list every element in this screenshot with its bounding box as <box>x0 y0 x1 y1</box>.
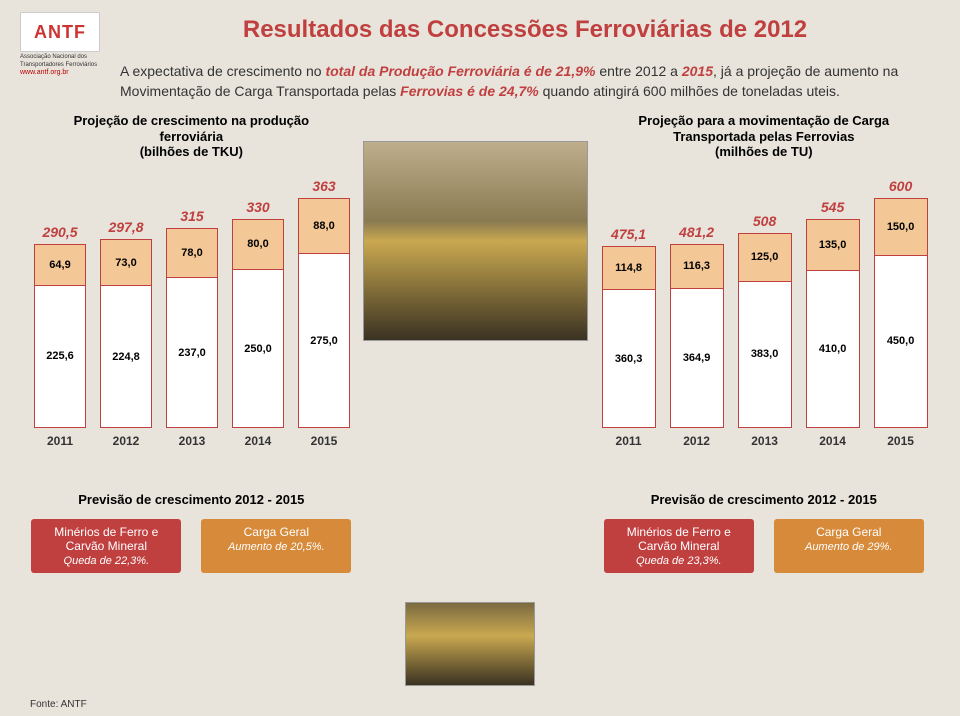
bars-area-left: 64,9225,6 290,5 2011 73,0224,8 297,8 2012 78,0… <box>30 166 353 456</box>
bar-segment-bottom: 383,0 <box>739 282 791 427</box>
intro-text: entre 2012 a <box>595 63 681 79</box>
bar-year-label: 2013 <box>166 434 218 448</box>
bar: 64,9225,6 <box>34 244 86 428</box>
legend-carga: Carga Geral Aumento de 20,5%. <box>201 519 351 573</box>
bar-year-label: 2014 <box>232 434 284 448</box>
bar-segment-bottom: 360,3 <box>603 290 655 427</box>
bar-total-label: 600 <box>870 178 932 194</box>
bar-total-label: 315 <box>162 208 222 224</box>
bar-segment-top: 88,0 <box>299 199 349 254</box>
bar: 150,0450,0 <box>874 198 928 428</box>
legend-line: Carvão Mineral <box>43 539 169 553</box>
legend-sub: Queda de 22,3%. <box>43 555 169 567</box>
logo: ANTF Associação Nacional dos Transportad… <box>20 12 110 76</box>
legend-line: Carga Geral <box>213 525 339 539</box>
bar-year-label: 2015 <box>874 434 928 448</box>
bar-year-label: 2011 <box>34 434 86 448</box>
bar-year-label: 2011 <box>602 434 656 448</box>
chart-title-line: (bilhões de TKU) <box>30 144 353 160</box>
bar-segment-top: 64,9 <box>35 245 85 286</box>
chart-title-line: Projeção de crescimento na produção <box>30 113 353 129</box>
slide: ANTF Associação Nacional dos Transportad… <box>0 0 960 716</box>
bar-segment-top: 135,0 <box>807 220 859 271</box>
chart-title-right: Projeção para a movimentação de Carga Tr… <box>598 113 930 160</box>
legend-right: Minérios de Ferro e Carvão Mineral Queda… <box>598 519 930 573</box>
bar-segment-bottom: 275,0 <box>299 254 349 427</box>
bar-total-label: 363 <box>294 178 354 194</box>
intro-highlight: 2015 <box>682 63 713 79</box>
center-photo <box>363 141 588 341</box>
legend-line: Minérios de Ferro e <box>43 525 169 539</box>
bar-total-label: 508 <box>734 213 796 229</box>
chart-title-line: Transportada pelas Ferrovias <box>598 129 930 145</box>
logo-line1: Associação Nacional dos <box>20 54 110 60</box>
bar-year-label: 2012 <box>100 434 152 448</box>
intro-text: A expectativa de crescimento no <box>120 63 325 79</box>
bar-total-label: 290,5 <box>30 224 90 240</box>
chart-caption-left: Previsão de crescimento 2012 - 2015 <box>30 492 353 507</box>
intro-paragraph: A expectativa de crescimento no total da… <box>120 62 910 101</box>
bar: 125,0383,0 <box>738 233 792 428</box>
source-label: Fonte: ANTF <box>30 699 87 710</box>
bar: 116,3364,9 <box>670 244 724 428</box>
legend-sub: Aumento de 29%. <box>786 541 912 553</box>
bar-year-label: 2013 <box>738 434 792 448</box>
bar: 88,0275,0 <box>298 198 350 428</box>
legend-sub: Aumento de 20,5%. <box>213 541 339 553</box>
intro-highlight: total da Produção Ferroviária é de 21,9% <box>325 63 595 79</box>
chart-title-line: (milhões de TU) <box>598 144 930 160</box>
bar: 78,0237,0 <box>166 228 218 428</box>
bar-segment-bottom: 225,6 <box>35 286 85 427</box>
legend-minerios: Minérios de Ferro e Carvão Mineral Queda… <box>31 519 181 573</box>
bar-total-label: 481,2 <box>666 224 728 240</box>
bar-segment-top: 80,0 <box>233 220 283 270</box>
bar-segment-top: 114,8 <box>603 247 655 291</box>
bar: 80,0250,0 <box>232 219 284 428</box>
legend-left: Minérios de Ferro e Carvão Mineral Queda… <box>30 519 353 573</box>
page-title: Resultados das Concessões Ferroviárias d… <box>120 16 930 44</box>
bar-segment-bottom: 250,0 <box>233 270 283 427</box>
bar-total-label: 475,1 <box>598 226 660 242</box>
chart-title-line: Projeção para a movimentação de Carga <box>598 113 930 129</box>
legend-sub: Queda de 23,3%. <box>616 555 742 567</box>
logo-abbr: ANTF <box>34 22 86 43</box>
bar-total-label: 297,8 <box>96 219 156 235</box>
bar-total-label: 545 <box>802 199 864 215</box>
chart-right: Projeção para a movimentação de Carga Tr… <box>598 113 930 573</box>
bar-segment-top: 125,0 <box>739 234 791 281</box>
bar-segment-bottom: 450,0 <box>875 256 927 427</box>
chart-title-line: ferroviária <box>30 129 353 145</box>
legend-line: Minérios de Ferro e <box>616 525 742 539</box>
bar-segment-top: 73,0 <box>101 240 151 286</box>
chart-left: Projeção de crescimento na produção ferr… <box>30 113 353 573</box>
bar-segment-top: 78,0 <box>167 229 217 278</box>
bar-year-label: 2012 <box>670 434 724 448</box>
intro-highlight: Ferrovias é de 24,7% <box>400 83 539 99</box>
chart-title-left: Projeção de crescimento na produção ferr… <box>30 113 353 160</box>
chart-caption-right: Previsão de crescimento 2012 - 2015 <box>598 492 930 507</box>
bars-area-right: 114,8360,3 475,1 2011 116,3364,9 481,2 2012 12… <box>598 166 930 456</box>
bar: 73,0224,8 <box>100 239 152 428</box>
bar-total-label: 330 <box>228 199 288 215</box>
legend-carga: Carga Geral Aumento de 29%. <box>774 519 924 573</box>
bottom-photo <box>405 602 535 686</box>
bar-segment-bottom: 364,9 <box>671 289 723 427</box>
bar-segment-bottom: 224,8 <box>101 286 151 427</box>
logo-line2: Transportadores Ferroviários <box>20 62 110 68</box>
charts-row: Projeção de crescimento na produção ferr… <box>30 113 930 573</box>
bar-year-label: 2014 <box>806 434 860 448</box>
logo-image: ANTF <box>20 12 100 52</box>
intro-text: quando atingirá 600 milhões de toneladas… <box>539 83 840 99</box>
logo-url: www.antf.org.br <box>20 69 110 76</box>
bar-segment-top: 116,3 <box>671 245 723 289</box>
bar-segment-bottom: 410,0 <box>807 271 859 427</box>
bar-year-label: 2015 <box>298 434 350 448</box>
bar: 135,0410,0 <box>806 219 860 428</box>
legend-minerios: Minérios de Ferro e Carvão Mineral Queda… <box>604 519 754 573</box>
legend-line: Carvão Mineral <box>616 539 742 553</box>
legend-line: Carga Geral <box>786 525 912 539</box>
bar: 114,8360,3 <box>602 246 656 428</box>
bar-segment-bottom: 237,0 <box>167 278 217 427</box>
bar-segment-top: 150,0 <box>875 199 927 256</box>
